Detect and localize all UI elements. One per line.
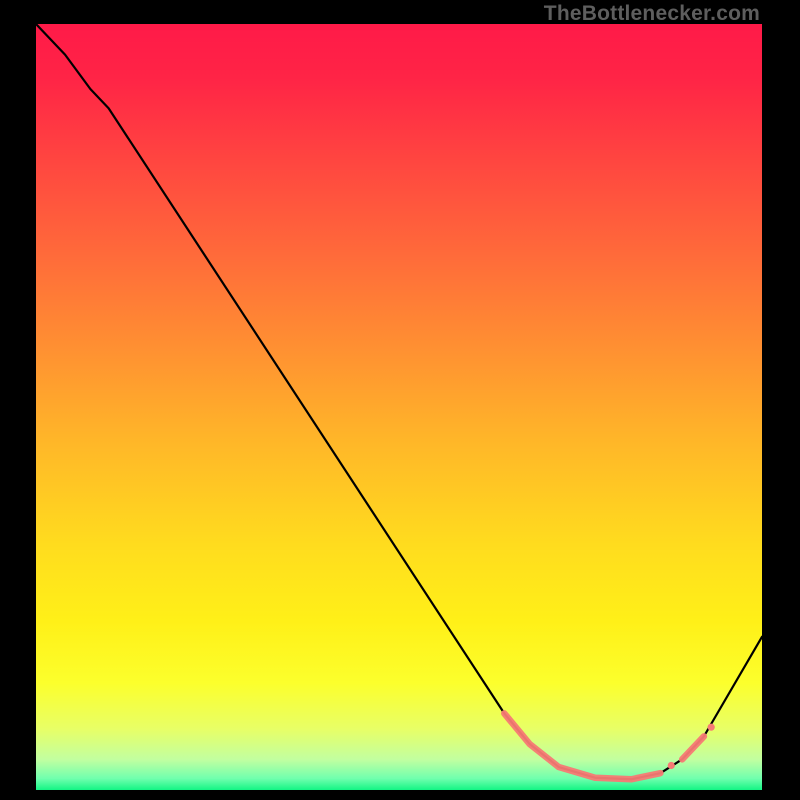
chart-svg	[36, 24, 762, 790]
highlight-dot-1	[708, 724, 715, 731]
chart-root: TheBottlenecker.com	[0, 0, 800, 800]
gradient-background	[36, 24, 762, 790]
chart-plot	[36, 24, 762, 790]
watermark-text: TheBottlenecker.com	[544, 2, 760, 26]
highlight-dot-0	[668, 762, 675, 769]
